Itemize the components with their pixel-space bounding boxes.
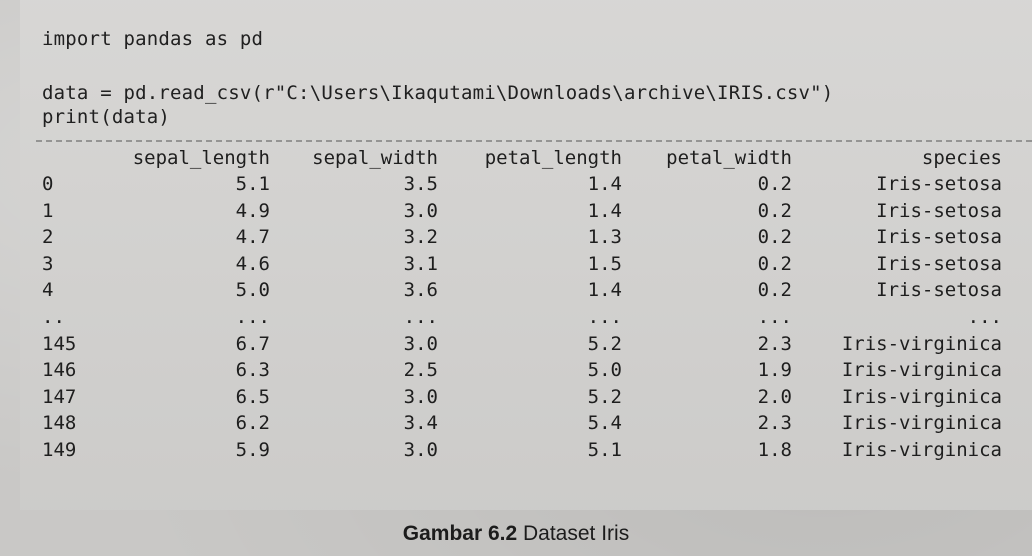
table-cell-sepal-width: 2.5 — [403, 359, 438, 381]
table-cell-species: Iris-setosa — [876, 226, 1002, 248]
row-index: 145 — [42, 333, 77, 355]
table-cell-species: Iris-setosa — [876, 200, 1002, 222]
table-cell-sepal-length: 4.6 — [235, 253, 270, 275]
row-index: 1 — [42, 200, 54, 222]
table-cell-petal-length: 5.1 — [587, 439, 622, 461]
column-header-species: species — [921, 147, 1002, 169]
table-cell-petal-width: 0.2 — [757, 173, 792, 195]
table-cell-petal-width: 0.2 — [757, 279, 792, 301]
table-cell-sepal-width: 3.1 — [403, 253, 438, 275]
table-cell-species: Iris-virginica — [841, 412, 1002, 434]
table-cell-petal-width: 1.9 — [757, 359, 792, 381]
table-cell-sepal-width: 3.0 — [403, 386, 438, 408]
row-index: 148 — [42, 412, 77, 434]
table-cell-species: ... — [967, 306, 1002, 328]
table-cell-sepal-length: 4.7 — [235, 226, 270, 248]
table-cell-petal-width: 2.3 — [757, 333, 792, 355]
table-cell-petal-length: 5.4 — [587, 412, 622, 434]
row-index: 146 — [42, 359, 77, 381]
row-index: 147 — [42, 386, 77, 408]
table-cell-sepal-length: 5.0 — [235, 279, 270, 301]
dataframe-output: sepal_length sepal_width petal_length petal… — [20, 0, 1032, 510]
table-cell-species: Iris-setosa — [876, 279, 1002, 301]
code-line-read-csv: data = pd.read_csv(r"C:\Users\Ikaqutami\… — [42, 82, 834, 104]
table-cell-petal-length: 5.2 — [587, 333, 622, 355]
figure-caption: Gambar 6.2 Dataset Iris — [0, 522, 1032, 546]
table-cell-species: Iris-virginica — [841, 359, 1002, 381]
table-cell-petal-width: 1.8 — [757, 439, 792, 461]
table-cell-petal-length: 1.4 — [587, 200, 622, 222]
row-index: 3 — [42, 253, 54, 275]
row-index: 2 — [42, 226, 54, 248]
table-cell-petal-width: 0.2 — [757, 200, 792, 222]
table-cell-sepal-width: 3.5 — [403, 173, 438, 195]
column-header-petal-width: petal_width — [666, 147, 792, 169]
table-cell-sepal-length: 6.7 — [235, 333, 270, 355]
table-cell-sepal-width: 3.0 — [403, 333, 438, 355]
column-header-petal-length: petal_length — [484, 147, 622, 169]
table-cell-sepal-width: 3.4 — [403, 412, 438, 434]
table-cell-petal-length: 1.5 — [587, 253, 622, 275]
table-cell-sepal-width: 3.0 — [403, 439, 438, 461]
table-cell-sepal-length: 6.5 — [235, 386, 270, 408]
table-cell-petal-width: 2.3 — [757, 412, 792, 434]
table-cell-petal-length: 1.4 — [587, 279, 622, 301]
table-cell-sepal-width: 3.2 — [403, 226, 438, 248]
table-cell-sepal-length: 5.1 — [235, 173, 270, 195]
table-cell-petal-length: 5.0 — [587, 359, 622, 381]
table-cell-sepal-width: 3.6 — [403, 279, 438, 301]
table-cell-petal-width: 0.2 — [757, 226, 792, 248]
caption-text: Dataset Iris — [517, 522, 630, 545]
table-cell-species: Iris-setosa — [876, 173, 1002, 195]
row-index: .. — [42, 306, 65, 328]
code-line-import: import pandas as pd — [42, 28, 264, 50]
column-header-sepal-width: sepal_width — [312, 147, 438, 169]
table-cell-petal-width: 0.2 — [757, 253, 792, 275]
table-cell-petal-length: 5.2 — [587, 386, 622, 408]
table-cell-sepal-length: 5.9 — [235, 439, 270, 461]
table-cell-sepal-length: 4.9 — [235, 200, 270, 222]
caption-label: Gambar 6.2 — [402, 522, 518, 545]
table-cell-petal-width: 2.0 — [757, 386, 792, 408]
table-cell-petal-length: 1.3 — [587, 226, 622, 248]
row-index: 4 — [42, 279, 54, 301]
row-index: 0 — [42, 173, 54, 195]
table-cell-petal-width: ... — [757, 306, 792, 328]
table-cell-petal-length: 1.4 — [587, 173, 622, 195]
table-cell-species: Iris-virginica — [841, 386, 1002, 408]
table-cell-sepal-length: 6.2 — [235, 412, 270, 434]
table-cell-sepal-length: 6.3 — [235, 359, 270, 381]
table-cell-species: Iris-setosa — [876, 253, 1002, 275]
table-cell-sepal-length: ... — [235, 306, 270, 328]
table-cell-petal-length: ... — [587, 306, 622, 328]
table-cell-sepal-width: ... — [403, 306, 438, 328]
table-cell-species: Iris-virginica — [841, 439, 1002, 461]
column-header-sepal-length: sepal_length — [132, 147, 270, 169]
output-separator — [36, 140, 1032, 142]
table-cell-species: Iris-virginica — [841, 333, 1002, 355]
code-line-print: print(data) — [42, 106, 171, 128]
code-output-panel: import pandas as pd data = pd.read_csv(r… — [20, 0, 1032, 510]
row-index: 149 — [42, 439, 77, 461]
table-cell-sepal-width: 3.0 — [403, 200, 438, 222]
